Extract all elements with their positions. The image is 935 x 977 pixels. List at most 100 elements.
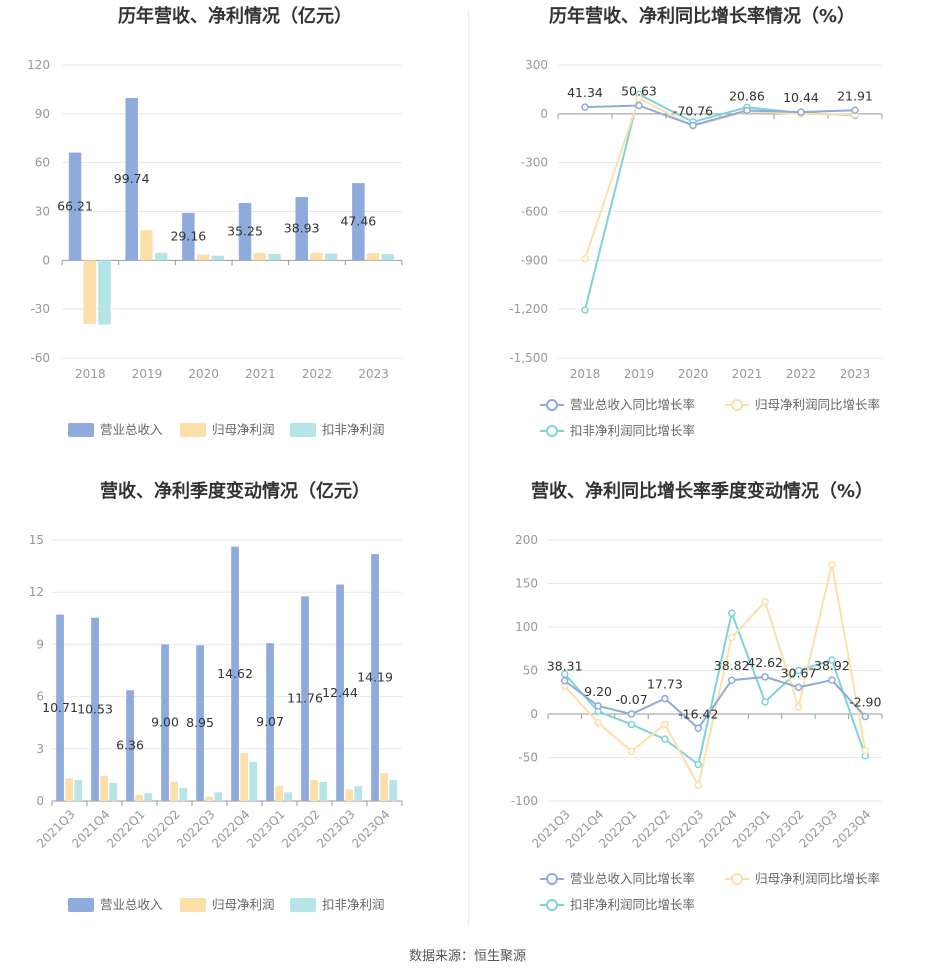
x-tick-label: 2023 — [840, 367, 871, 381]
y-tick-label: 90 — [35, 107, 50, 121]
bar-value-label: 11.76 — [287, 691, 323, 706]
bar-value-label: 66.21 — [57, 198, 93, 213]
legend-label: 营业总收入 — [100, 422, 163, 437]
point-归母净利润同比增长率 — [661, 720, 669, 729]
y-tick-label: 200 — [515, 533, 538, 547]
x-tick-label: 2020 — [188, 367, 219, 381]
y-tick-label: -50 — [518, 751, 538, 765]
point-营业总收入同比增长率 — [851, 106, 859, 115]
point-营业总收入同比增长率 — [861, 712, 870, 721]
line-value-label: 20.86 — [729, 88, 765, 103]
legend-label: 归母净利润同比增长率 — [755, 397, 880, 412]
bar-value-label: 47.46 — [340, 214, 376, 229]
bar-扣非净利润 — [211, 255, 225, 261]
bar-归母净利润 — [140, 230, 153, 261]
bar-归母净利润 — [196, 254, 210, 261]
point-营业总收入同比增长率 — [761, 673, 769, 681]
bar-归母净利润 — [345, 789, 353, 801]
point-营业总收入同比增长率 — [594, 702, 602, 710]
legend-label: 营业总收入 — [100, 897, 163, 912]
point-营业总收入同比增长率 — [727, 676, 736, 684]
point-扣非净利润同比增长率 — [581, 306, 589, 314]
bar-营业总收入 — [182, 212, 195, 261]
line-value-label: -70.76 — [673, 103, 713, 118]
y-tick-label: 15 — [29, 533, 44, 547]
legend-label: 归母净利润 — [212, 897, 275, 912]
quarterly-amount-chart: 营收、净利季度变动情况（亿元） 15 12 9 6 3 0 2021Q3 2021Q4 2022Q… — [0, 465, 470, 935]
point-扣非净利润同比增长率 — [794, 666, 803, 675]
legend-swatch — [180, 423, 206, 437]
y-tick-label: 12 — [29, 585, 44, 599]
x-tick-label: 2019 — [624, 367, 655, 381]
line-营业总收入同比增长率 — [564, 675, 867, 730]
line-value-label: 41.34 — [567, 85, 603, 100]
bar-营业总收入 — [301, 596, 309, 801]
point-营业总收入同比增长率 — [689, 121, 697, 130]
x-tick-label: 2022 — [786, 367, 817, 381]
bar-归母净利润 — [205, 796, 213, 801]
point-营业总收入同比增长率 — [797, 108, 805, 116]
bar-营业总收入 — [266, 643, 274, 801]
bar-营业总收入 — [126, 690, 134, 801]
bar-扣非净利润 — [268, 253, 281, 261]
x-tick-label: 2021 — [245, 367, 276, 381]
quarterly-amount-chart-svg: 营收、净利季度变动情况（亿元）151296302021Q32021Q42022Q… — [29, 480, 403, 912]
point-扣非净利润同比增长率 — [761, 698, 769, 706]
point-营业总收入同比增长率 — [828, 676, 836, 684]
y-tick-label: 0 — [42, 253, 50, 267]
line-value-label: 38.31 — [547, 659, 583, 674]
y-tick-label: 50 — [523, 664, 538, 678]
point-扣非净利润同比增长率 — [727, 609, 736, 617]
bar-归母净利润 — [310, 780, 318, 801]
line-营业总收入同比增长率 — [584, 104, 856, 127]
y-tick-label: 120 — [27, 58, 50, 72]
bar-归母净利润 — [310, 253, 323, 261]
bar-营业总收入 — [161, 644, 169, 801]
bar-value-label: 10.71 — [42, 700, 78, 715]
bar-扣非净利润 — [249, 761, 258, 801]
bar-归母净利润 — [275, 786, 283, 801]
point-营业总收入同比增长率 — [794, 683, 803, 692]
legend-swatch — [290, 898, 316, 912]
bar-营业总收入 — [231, 546, 239, 801]
chart-title: 历年营收、净利同比增长率情况（%） — [549, 5, 855, 27]
bar-归母净利润 — [366, 253, 380, 261]
y-tick-label: 0 — [530, 707, 538, 721]
y-tick-label: -100 — [511, 794, 538, 808]
bar-扣非净利润 — [214, 792, 223, 801]
point-归母净利润同比增长率 — [727, 633, 736, 642]
y-tick-label: 100 — [515, 620, 538, 634]
bar-营业总收入 — [336, 584, 344, 801]
point-扣非净利润同比增长率 — [694, 760, 703, 769]
bar-扣非净利润 — [144, 793, 153, 801]
line-扣非净利润同比增长率 — [563, 609, 867, 767]
x-tick-label: 2020 — [678, 367, 709, 381]
legend-label: 扣非净利润同比增长率 — [570, 423, 695, 438]
legend-swatch — [68, 423, 94, 437]
legend-label: 归母净利润 — [212, 422, 275, 437]
bar-value-label: 9.00 — [151, 715, 179, 730]
legend-label: 营业总收入同比增长率 — [570, 871, 695, 886]
bar-value-label: 12.44 — [322, 685, 358, 700]
y-tick-label: 30 — [35, 205, 50, 219]
bar-归母净利润 — [65, 778, 73, 801]
point-归母净利润同比增长率 — [861, 746, 870, 755]
bar-归母净利润 — [135, 794, 143, 801]
annual-growth-chart: 历年营收、净利同比增长率情况（%） 300 0 -300 -600 -900 -1,200 -… — [470, 0, 935, 460]
bar-value-label: 35.25 — [227, 224, 263, 239]
bar-归母净利润 — [380, 773, 388, 801]
annual-growth-chart-svg: 历年营收、净利同比增长率情况（%） 300 0 -300 -600 -900 -1,200 -… — [509, 5, 883, 438]
y-tick-label: 150 — [515, 577, 538, 591]
chart-title: 历年营收、净利情况（亿元） — [118, 5, 352, 27]
legend-swatch-marker — [546, 873, 558, 885]
x-tick-label: 2018 — [75, 367, 106, 381]
bar-扣非净利润 — [381, 253, 395, 261]
bar-value-label: 14.19 — [357, 670, 393, 685]
line-扣非净利润同比增长率 — [584, 92, 856, 311]
legend-label: 扣非净利润同比增长率 — [570, 897, 695, 912]
bar-营业总收入 — [56, 614, 64, 801]
line-归母净利润同比增长率 — [584, 96, 856, 260]
legend-swatch-marker — [731, 399, 743, 411]
point-归母净利润同比增长率 — [828, 560, 836, 569]
bar-value-label: 99.74 — [114, 171, 150, 186]
